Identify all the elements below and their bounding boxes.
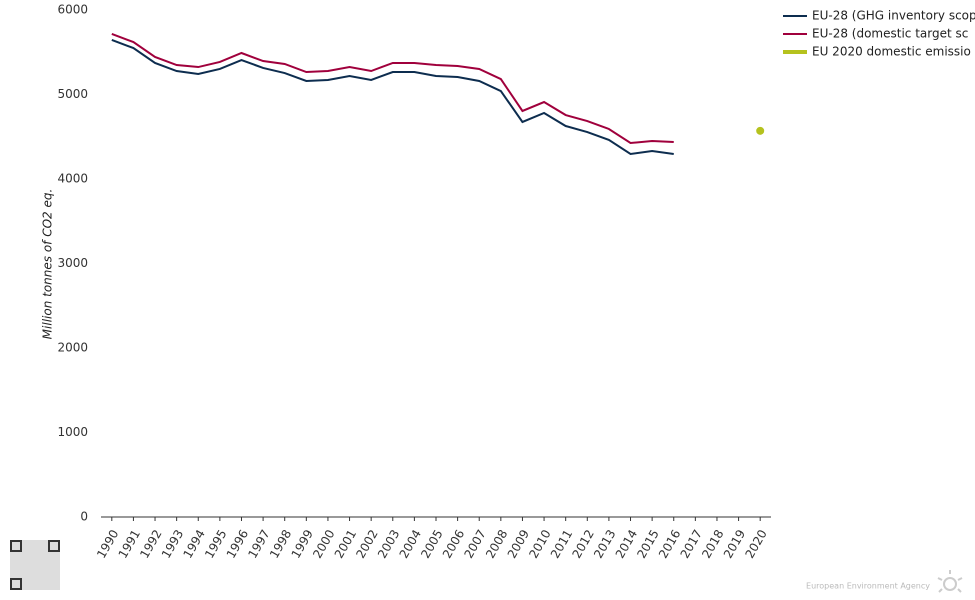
- y-axis-title: Million tonnes of CO2 eq.: [41, 189, 55, 340]
- series-line: [111, 33, 674, 145]
- y-tick-label: 1000: [57, 425, 88, 439]
- series-line: [111, 39, 674, 156]
- y-tick-label: 4000: [57, 172, 88, 186]
- legend-label: EU-28 (GHG inventory scop: [812, 9, 975, 23]
- y-tick-label: 3000: [57, 256, 88, 270]
- qr-corner: [10, 578, 22, 590]
- logo-ray: [957, 577, 963, 581]
- qr-corner: [10, 540, 22, 552]
- logo-ray: [938, 588, 943, 593]
- y-tick-label: 5000: [57, 87, 88, 101]
- legend-label: EU-28 (domestic target sc: [812, 27, 968, 41]
- qr-code: [10, 540, 60, 590]
- legend-label: EU 2020 domestic emissio: [812, 45, 971, 59]
- logo-ray: [937, 577, 943, 581]
- data-point: [756, 126, 765, 135]
- y-tick-label: 6000: [57, 3, 88, 17]
- logo-ring: [943, 577, 957, 591]
- x-tick-label: 2020: [742, 527, 769, 560]
- footer: European Environment Agency: [806, 582, 930, 591]
- y-tick-label: 2000: [57, 341, 88, 355]
- eea-logo: [937, 570, 963, 593]
- qr-corner: [48, 540, 60, 552]
- qr-background: [10, 540, 60, 590]
- y-tick-label: 0: [80, 510, 88, 524]
- logo-ray: [957, 588, 962, 593]
